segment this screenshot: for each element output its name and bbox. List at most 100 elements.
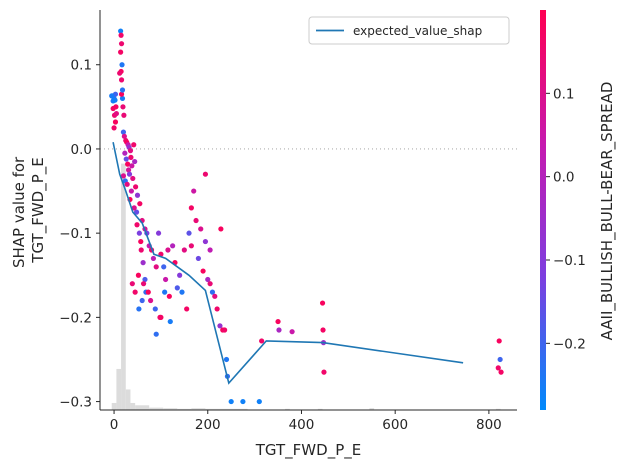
x-tick-label: 400: [289, 417, 315, 433]
shap-point: [137, 201, 143, 207]
shap-point: [120, 129, 127, 135]
shap-point: [128, 154, 134, 160]
shap-point: [118, 41, 125, 47]
shap-point: [140, 260, 146, 266]
expected-value-line: [112, 142, 464, 385]
shap-point: [138, 247, 144, 253]
shap-point: [259, 338, 265, 344]
y-axis-label-line-2: TGT_FWD_P_E: [29, 157, 48, 263]
x-tick-label: 0: [110, 417, 119, 433]
shap-point: [113, 110, 119, 117]
x-tick-label: 200: [195, 417, 221, 433]
shap-point: [150, 255, 157, 262]
shap-point: [167, 318, 173, 325]
shap-point: [276, 327, 282, 333]
colorbar-tick-label: 0.1: [553, 86, 574, 102]
y-axis-label-line-1: SHAP value for: [10, 156, 28, 268]
legend-label: expected_value_shap: [353, 24, 482, 38]
shap-point: [321, 369, 327, 375]
shap-point: [121, 112, 127, 118]
y-axis-ticks: 0.1 0.0 −0.1 −0.2 −0.3: [59, 58, 100, 411]
shap-point: [134, 192, 141, 198]
shap-point: [256, 398, 262, 405]
shap-point: [136, 230, 142, 236]
shap-point: [120, 173, 127, 179]
shap-point: [112, 119, 119, 125]
shap-point: [117, 70, 123, 76]
shap-point: [214, 306, 220, 312]
shap-point: [132, 158, 138, 165]
y-tick-label: 0.1: [71, 58, 92, 74]
shap-point: [118, 28, 124, 34]
shap-point: [193, 217, 199, 224]
shap-point: [212, 293, 218, 299]
histogram-bar: [317, 408, 323, 410]
shap-point: [129, 163, 135, 169]
shap-point: [138, 238, 144, 245]
shap-point: [140, 281, 147, 287]
colorbar-tick-label: 0.0: [553, 170, 574, 186]
shap-point: [131, 142, 137, 148]
x-axis-label: TGT_FWD_P_E: [255, 441, 361, 460]
shap-point: [139, 297, 145, 304]
shap-point: [133, 209, 140, 215]
shap-point: [112, 97, 118, 103]
shap-point: [125, 167, 132, 173]
shap-point: [119, 62, 125, 68]
colorbar: [540, 10, 546, 410]
histogram-bar: [149, 407, 164, 410]
legend: expected_value_shap: [308, 16, 510, 45]
shap-point: [165, 247, 171, 253]
shap-point: [497, 356, 503, 363]
shap-point: [186, 230, 192, 236]
histogram-bar: [125, 389, 131, 410]
histogram-bar: [233, 408, 248, 410]
y-tick-label: 0.0: [71, 142, 92, 158]
shap-point: [111, 125, 117, 131]
shap-points: [109, 28, 504, 405]
shap-point: [142, 276, 148, 283]
shap-point: [109, 93, 115, 99]
shap-point: [223, 356, 230, 363]
shap-point: [188, 205, 194, 211]
shap-point: [198, 226, 204, 232]
shap-point: [275, 318, 281, 325]
shap-point: [177, 272, 183, 278]
shap-point: [126, 171, 133, 177]
colorbar-tick-label: −0.1: [553, 253, 586, 269]
x-tick-label: 600: [382, 417, 408, 433]
histogram-bar: [177, 408, 192, 410]
shap-point: [118, 32, 124, 38]
shap-point: [191, 188, 197, 194]
shap-point: [222, 327, 228, 333]
histogram-bar: [135, 405, 150, 410]
shap-point: [134, 222, 140, 228]
shap-point: [319, 300, 326, 306]
histogram-bar: [116, 368, 122, 410]
shap-point: [498, 369, 504, 375]
colorbar-label: AAII_BULLISH_BULL-BEAR_SPREAD: [598, 82, 617, 341]
shap-point: [207, 281, 213, 287]
shap-point: [123, 156, 129, 162]
shap-point: [170, 243, 176, 249]
shap-point: [174, 285, 180, 291]
shap-point: [130, 175, 136, 182]
shap-point: [120, 104, 126, 110]
shap-point: [200, 268, 206, 274]
shap-point: [132, 289, 138, 295]
shap-point: [136, 306, 142, 312]
feature-histogram: [111, 163, 501, 410]
shap-point: [207, 247, 213, 253]
y-tick-label: −0.3: [59, 395, 92, 411]
shap-point: [202, 171, 209, 177]
shap-point: [218, 226, 224, 232]
shap-point: [181, 247, 187, 253]
shap-point: [162, 276, 169, 283]
shap-point: [118, 49, 124, 55]
shap-point: [124, 181, 130, 187]
shap-point: [118, 91, 125, 97]
legend-box: [308, 16, 510, 45]
shap-point: [148, 297, 154, 304]
histogram-bar: [121, 163, 126, 410]
